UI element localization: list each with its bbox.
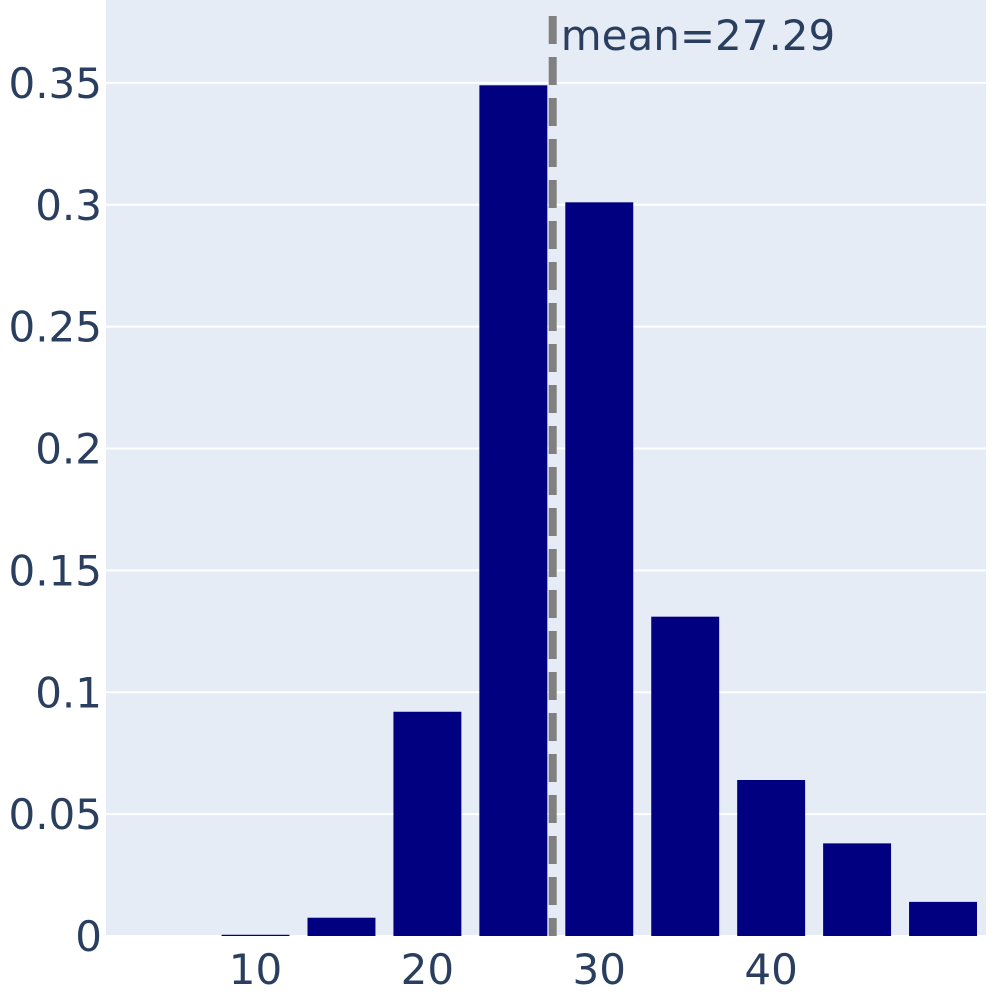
histogram-bar bbox=[221, 934, 290, 936]
x-tick-label: 30 bbox=[573, 945, 626, 994]
y-tick-label: 0.35 bbox=[8, 59, 102, 108]
histogram-bar bbox=[307, 917, 376, 936]
bars bbox=[221, 85, 977, 936]
histogram-bar bbox=[479, 85, 548, 936]
mean-line-group: mean=27.29 bbox=[548, 11, 836, 936]
y-tick-label: 0 bbox=[75, 912, 102, 961]
histogram-bar bbox=[909, 901, 977, 936]
x-tick-label: 40 bbox=[744, 945, 797, 994]
y-tick-label: 0.25 bbox=[8, 303, 102, 352]
mean-line-label: mean=27.29 bbox=[561, 11, 836, 60]
y-tick-label: 0.05 bbox=[8, 790, 102, 839]
x-tick-label: 10 bbox=[229, 945, 282, 994]
y-tick-labels: 0 0.05 0.1 0.15 0.2 0.25 0.3 0.35 bbox=[8, 59, 102, 961]
y-tick-label: 0.2 bbox=[35, 425, 102, 474]
y-tick-label: 0.1 bbox=[35, 668, 102, 717]
histogram-bar bbox=[393, 711, 462, 936]
x-tick-labels: 10 20 30 40 bbox=[229, 945, 798, 994]
y-tick-label: 0.15 bbox=[8, 546, 102, 595]
histogram-bar bbox=[565, 202, 634, 936]
histogram-bar bbox=[651, 616, 720, 936]
x-tick-label: 20 bbox=[401, 945, 454, 994]
y-tick-label: 0.3 bbox=[35, 181, 102, 230]
histogram-bar bbox=[823, 843, 892, 936]
histogram-bar bbox=[737, 780, 806, 936]
